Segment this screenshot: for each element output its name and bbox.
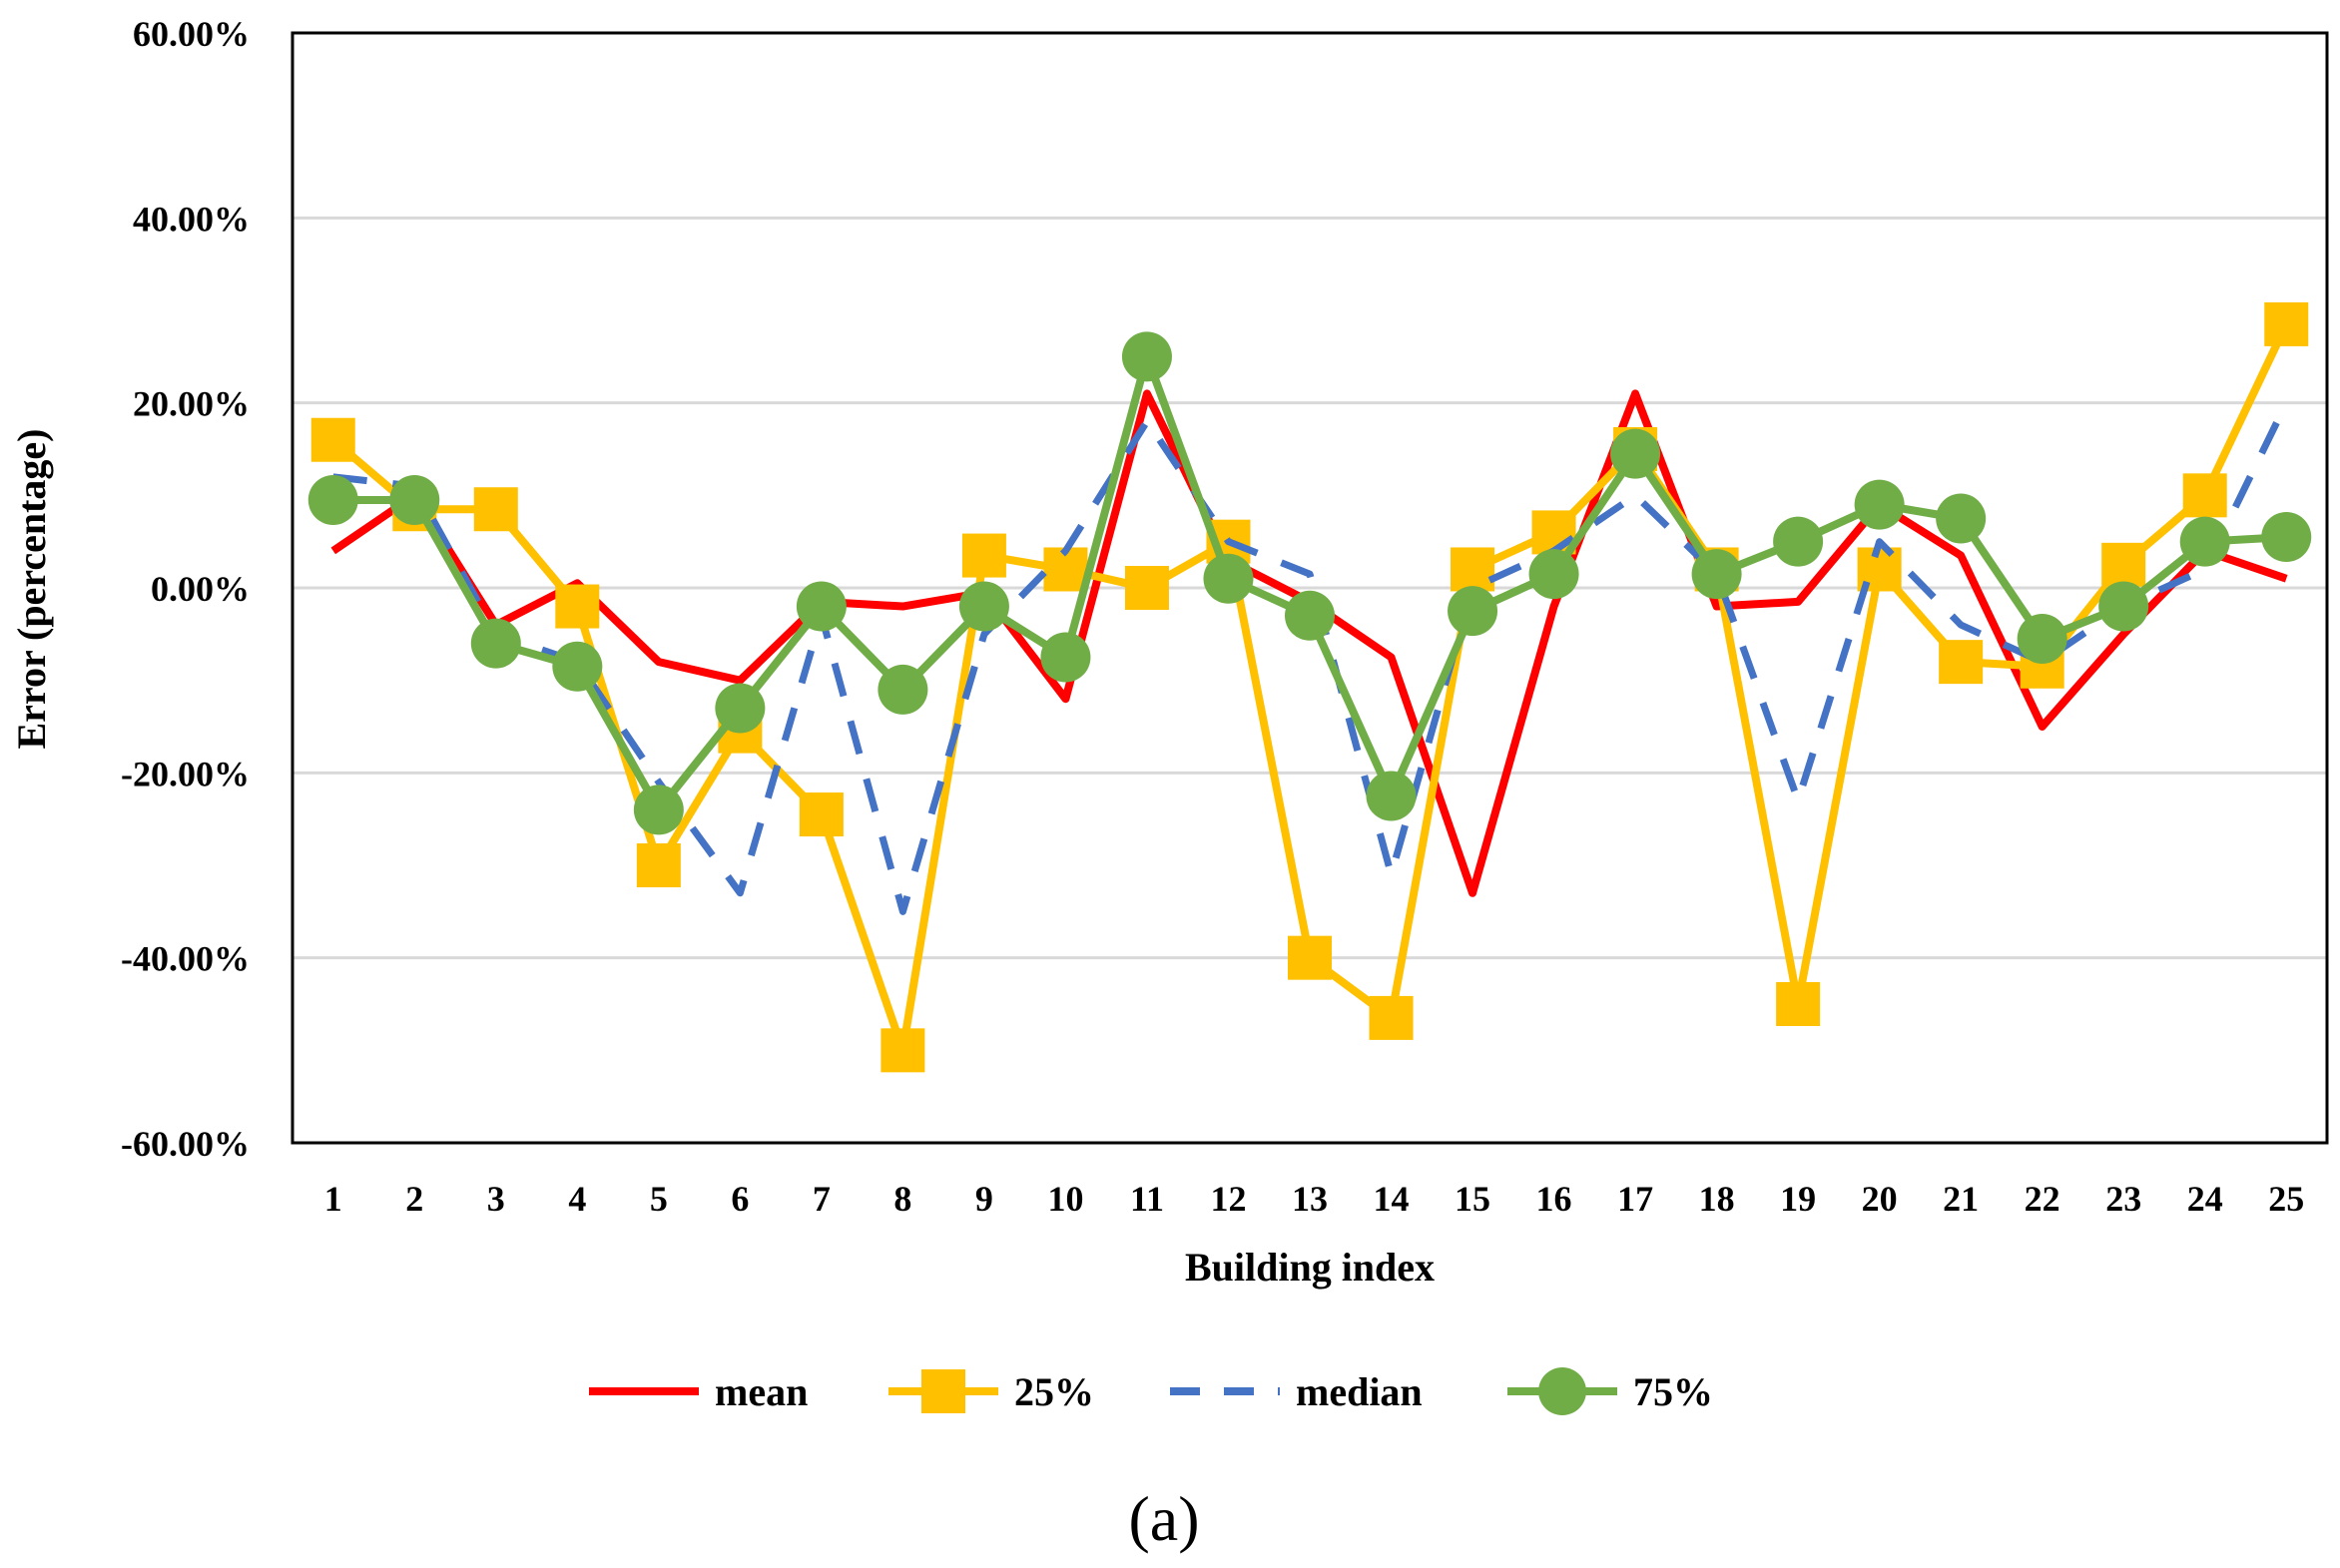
y-tick-label: 60.00% [133,14,250,54]
x-tick-label: 8 [893,1179,911,1219]
legend-label: 25% [1014,1369,1094,1414]
data-point [878,664,928,715]
data-point [307,474,358,525]
x-tick-label: 18 [1699,1179,1735,1219]
x-axis-ticks: 1 2 3 4 5 6 7 8 9 10 11 12 13 14 15 16 17 18 19 20 21 22 23 24 2… [324,1179,2304,1219]
data-point [636,843,681,887]
data-point [958,581,1009,632]
data-point [1124,566,1169,610]
x-tick-label: 5 [650,1179,668,1219]
legend-item-median: median [1170,1369,1423,1414]
data-point [1773,516,1824,567]
x-tick-label: 2 [405,1179,423,1219]
x-tick-label: 20 [1862,1179,1898,1219]
x-tick-label: 3 [487,1179,505,1219]
y-axis-title: Error (percentage) [9,429,54,750]
x-tick-label: 19 [1780,1179,1816,1219]
x-tick-label: 22 [2025,1179,2060,1219]
data-point [2017,613,2067,664]
series-median [332,401,2290,915]
series-line [330,389,2288,897]
data-point [1776,982,1821,1026]
data-point [1448,586,1498,637]
figure-caption: (a) [1128,1483,1199,1554]
x-tick-label: 7 [813,1179,831,1219]
x-tick-label: 24 [2187,1179,2223,1219]
series-group [307,301,2312,1073]
legend-label: median [1296,1369,1423,1414]
data-point [555,584,600,629]
x-tick-label: 9 [975,1179,993,1219]
x-tick-label: 13 [1292,1179,1328,1219]
data-point [1040,632,1091,683]
legend-label: 75% [1633,1369,1713,1414]
x-tick-label: 16 [1536,1179,1572,1219]
series-line [332,401,2290,915]
data-point [552,641,603,692]
x-tick-label: 23 [2105,1179,2141,1219]
series-75% [307,331,2312,835]
data-point [796,581,847,632]
data-point [2182,473,2227,518]
y-axis-ticks: 60.00% 40.00% 20.00% 0.00% -20.00% -40.00% -60… [121,14,250,1164]
x-tick-label: 21 [1943,1179,1979,1219]
x-tick-label: 25 [2268,1179,2304,1219]
x-tick-label: 12 [1210,1179,1246,1219]
data-point [961,533,1006,578]
data-point [715,683,766,734]
legend-item-mean: mean [589,1369,808,1414]
x-tick-label: 10 [1047,1179,1083,1219]
y-tick-label: -60.00% [121,1124,250,1164]
data-point [1285,590,1335,641]
data-point [1366,771,1417,821]
data-point [1288,935,1332,980]
legend: mean 25% median 75% [589,1367,1713,1415]
data-point [1203,553,1254,604]
data-point [2101,542,2146,587]
y-tick-label: 0.00% [151,569,250,609]
series-mean [330,389,2288,897]
data-point [389,474,440,525]
data-point [2098,581,2149,632]
data-point [799,792,844,837]
data-point [1451,547,1495,592]
data-point [473,487,518,532]
legend-marker [921,1369,965,1413]
data-point [1936,493,1987,544]
legend-item-75%: 75% [1507,1367,1713,1415]
plot-area-frame [291,31,2329,1145]
data-point [2261,512,2312,563]
data-point [310,417,355,462]
data-point [1121,331,1172,382]
data-point [1528,549,1579,600]
data-point [2264,301,2309,346]
x-tick-label: 15 [1455,1179,1490,1219]
data-point [2179,516,2230,567]
data-point [470,618,521,669]
x-tick-label: 17 [1617,1179,1653,1219]
series-line [332,352,2287,814]
x-tick-label: 1 [324,1179,342,1219]
data-point [1369,995,1414,1040]
data-point [1854,479,1905,530]
x-tick-label: 14 [1374,1179,1410,1219]
y-tick-label: 40.00% [133,199,250,239]
data-point [1939,640,1984,685]
legend-label: mean [715,1369,808,1414]
data-point [880,1028,925,1073]
legend-marker [1538,1367,1586,1415]
data-point [633,784,684,835]
x-tick-label: 4 [568,1179,586,1219]
y-tick-label: -20.00% [121,754,250,793]
data-point [1691,549,1742,600]
y-tick-label: 20.00% [133,384,250,424]
x-tick-label: 6 [731,1179,749,1219]
legend-item-25%: 25% [888,1369,1094,1414]
data-point [1610,428,1661,479]
y-tick-label: -40.00% [121,939,250,979]
x-tick-label: 11 [1130,1179,1164,1219]
x-axis-title: Building index [1185,1245,1435,1290]
